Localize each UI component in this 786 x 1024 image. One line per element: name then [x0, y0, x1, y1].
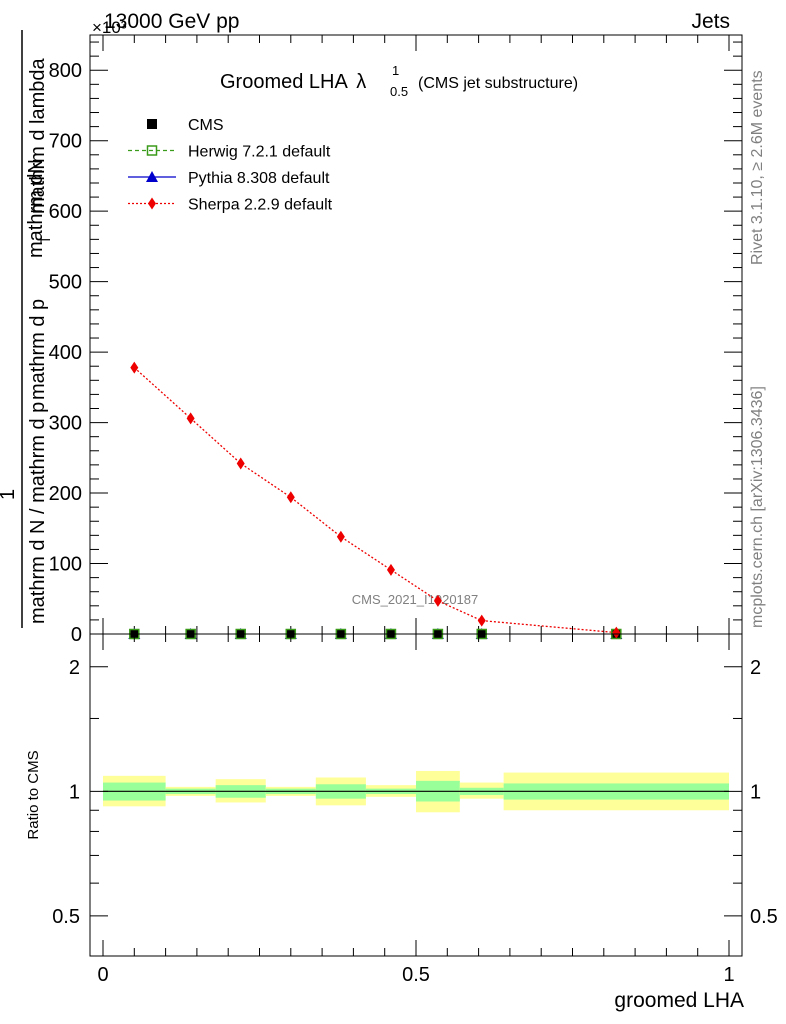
y-label-dlambda: mathrm d lambda	[27, 58, 49, 214]
rivet-label: Rivet 3.1.10, ≥ 2.6M events	[749, 70, 766, 265]
y-exponent: ×10³	[92, 18, 127, 37]
header-left: 13000 GeV pp	[104, 10, 239, 33]
sherpa-point	[477, 614, 486, 627]
y-label-one: mathrm d N / mathrm d p	[27, 402, 49, 624]
y-tick-label: 0	[71, 624, 82, 646]
legend-label: CMS	[188, 117, 224, 134]
y-tick-label: 600	[49, 201, 82, 223]
plot-title: Groomed LHA λ 1 0.5 (CMS jet substructur…	[220, 63, 578, 99]
legend-label: Herwig 7.2.1 default	[188, 144, 331, 161]
ratio-y-tick-label-right: 2	[750, 657, 761, 679]
ratio-y-tick-label: 1	[69, 781, 80, 803]
y-tick-label: 700	[49, 131, 82, 153]
main-x-axis	[102, 35, 730, 634]
x-tick-label: 0	[97, 964, 108, 986]
sherpa-point	[286, 491, 295, 504]
y-label-1: 1	[0, 489, 19, 500]
sherpa-point	[386, 563, 395, 576]
title-symbol: λ	[356, 71, 366, 93]
y-tick-label: 200	[49, 483, 82, 505]
ratio-y-axis: 0.5 0.5 1 1 2 2	[52, 657, 778, 928]
sherpa-point	[186, 412, 195, 425]
y-tick-label: 800	[49, 60, 82, 82]
ratio-y-tick-label-right: 0.5	[750, 906, 778, 928]
pythia-point	[146, 171, 158, 182]
y-label-dp: mathrm d p	[27, 299, 49, 400]
legend: CMS Herwig 7.2.1 default Pythia 8.308 defa…	[128, 117, 333, 214]
title-sup: 1	[392, 63, 399, 78]
sherpa-point	[612, 626, 621, 639]
ratio-y-tick-label-right: 1	[750, 781, 761, 803]
x-tick-label: 1	[723, 964, 734, 986]
sherpa-point	[433, 594, 442, 607]
y-label-numerator: mathrm dN	[25, 159, 47, 258]
sherpa-point	[236, 457, 245, 470]
sherpa-point	[148, 197, 156, 210]
header-right: Jets	[691, 10, 730, 33]
ratio-y-label: Ratio to CMS	[25, 750, 42, 839]
svg-text:Groomed LHA λ: Groomed LHA λ	[220, 71, 366, 93]
ratio-y-tick-label: 2	[69, 657, 80, 679]
ratio-y-tick-label: 0.5	[52, 906, 80, 928]
title-note: (CMS jet substructure)	[418, 75, 578, 92]
x-axis-label: groomed LHA	[614, 989, 744, 1012]
y-label-sub-t: T	[37, 235, 53, 244]
main-y-label: mathrm dN mathrm d N / mathrm d p 1 math…	[0, 30, 53, 628]
title-sub: 0.5	[390, 84, 408, 99]
main-y-axis: 0 100 200 300 400 500 600 700 800	[49, 41, 742, 646]
x-tick-label: 0.5	[402, 964, 430, 986]
ratio-x-axis: 0 0.5 1	[97, 634, 735, 986]
y-tick-label: 300	[49, 413, 82, 435]
cms-point	[147, 119, 157, 129]
ratio-panel: 0.5 0.51 12 2 0 0.5 1 Ratio to CMS groomed LH…	[25, 633, 778, 1012]
y-tick-label: 500	[49, 272, 82, 294]
y-tick-label: 100	[49, 554, 82, 576]
legend-label: Pythia 8.308 default	[188, 170, 330, 187]
mcplots-label: mcplots.cern.ch [arXiv:1306.3436]	[749, 386, 766, 628]
y-tick-label: 400	[49, 342, 82, 364]
main-panel: 0 100 200 300 400 500 600 700 800 Groomed LHA λ …	[49, 34, 743, 646]
herwig-point	[146, 145, 158, 156]
legend-label: Sherpa 2.2.9 default	[188, 197, 333, 214]
watermark: CMS_2021_I1920187	[352, 592, 479, 607]
title-text: Groomed LHA	[220, 71, 348, 93]
sherpa-point	[336, 530, 345, 543]
sherpa-point	[130, 361, 139, 374]
